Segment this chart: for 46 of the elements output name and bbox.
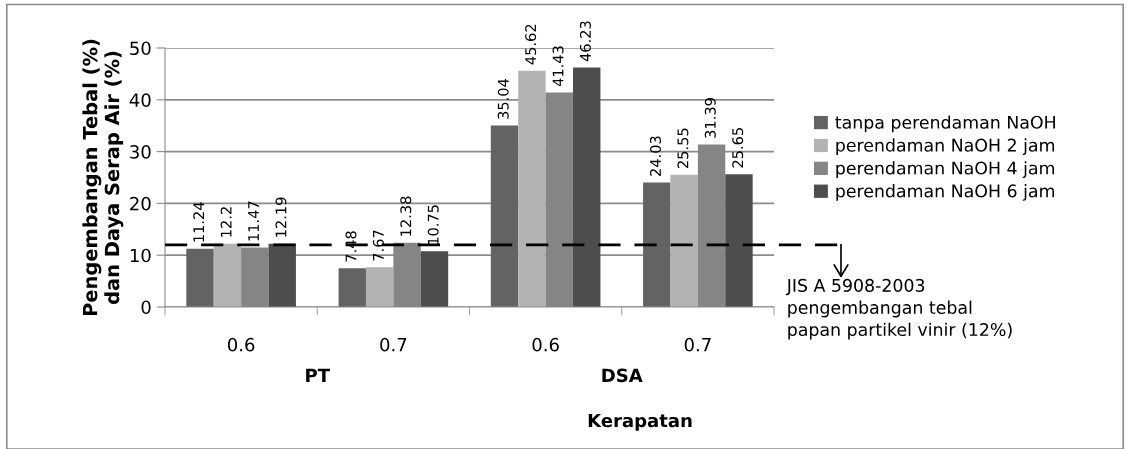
x-tick-label: 0.6 — [227, 337, 255, 352]
data-label: 46.23 — [579, 21, 591, 62]
bar — [643, 182, 671, 307]
data-label: 24.03 — [649, 136, 661, 176]
y-axis-title: Pengembangan Tebal (%) dan Daya Serap Air (%) — [82, 39, 124, 316]
legend-label: tanpa perendaman NaOH — [835, 115, 1055, 133]
data-label: 10.75 — [427, 205, 439, 245]
data-label: 7.67 — [372, 230, 384, 261]
bar — [268, 243, 296, 307]
x-tick-label: 0.7 — [684, 337, 711, 352]
data-label: 11.24 — [193, 202, 205, 242]
data-label: 35.04 — [497, 79, 509, 119]
data-label: 12.19 — [275, 197, 287, 237]
legend-label: perendaman NaOH 6 jam — [836, 184, 1055, 201]
bar — [338, 268, 366, 307]
x-axis-title: Kerapatan — [588, 413, 692, 431]
bar — [573, 67, 601, 307]
x-tick-label: 0.7 — [380, 337, 407, 352]
y-tick-label: 0 — [141, 300, 151, 315]
data-label: 25.55 — [677, 128, 689, 169]
text: DSA — [602, 368, 643, 383]
bar — [186, 248, 214, 307]
data-label: 25.65 — [732, 128, 744, 168]
y-tick-label: 30 — [130, 145, 151, 159]
bar — [490, 125, 519, 307]
text: PT — [306, 368, 330, 382]
data-label: 41.43 — [552, 46, 564, 87]
legend-label: perendaman NaOH 2 jam — [836, 138, 1055, 156]
bar — [725, 174, 753, 307]
data-label: 31.39 — [704, 98, 716, 138]
y-tick-label: 50 — [130, 41, 151, 56]
data-label: 12.2 — [220, 207, 232, 237]
y-tick-label: 20 — [130, 196, 151, 211]
data-label: 11.47 — [248, 201, 259, 241]
bar — [420, 251, 449, 307]
data-label: 45.62 — [525, 24, 537, 65]
bar — [518, 70, 546, 307]
bar — [213, 243, 242, 307]
bar — [365, 267, 394, 307]
y-tick-label: 10 — [130, 248, 151, 263]
y-tick-label: 40 — [129, 93, 151, 107]
legend-label: perendaman NaOH 4 jam — [836, 161, 1055, 178]
x-tick-label: 0.6 — [532, 337, 559, 352]
data-label: 12.38 — [400, 196, 412, 236]
ref-line-label: JIS A 5908-2003 pengembangan tebal papan partikel vinir (12%) — [785, 278, 1012, 340]
bar — [670, 174, 698, 307]
